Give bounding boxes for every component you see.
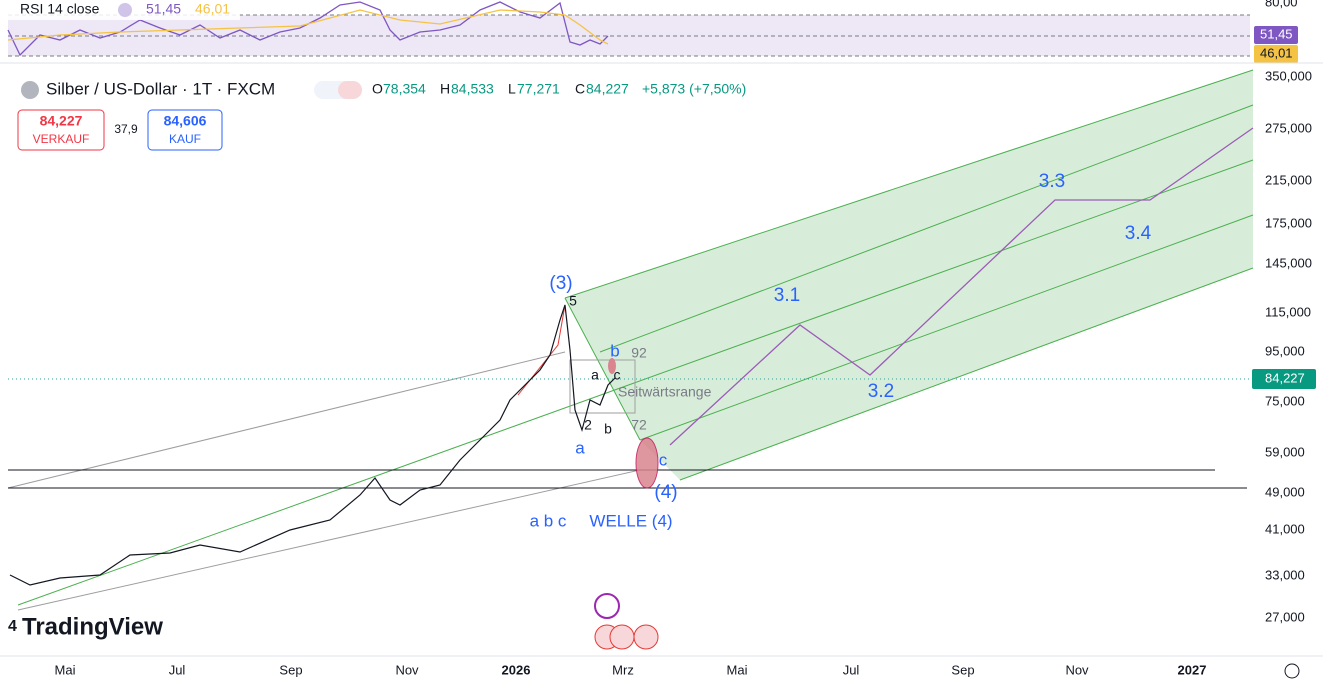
- wave-label: 2: [584, 417, 592, 433]
- price-axis-label: 175,000: [1265, 215, 1312, 230]
- wave-label: b: [604, 421, 612, 437]
- wave-label: 5: [569, 293, 577, 309]
- wave-label: b: [610, 341, 619, 360]
- rsi-band: [8, 15, 1250, 56]
- wave-label: a: [591, 367, 599, 383]
- time-axis-label: Mrz: [612, 662, 634, 677]
- channel-line: [639, 214, 1254, 441]
- wave-label: c: [614, 367, 621, 383]
- wave-label: a: [575, 438, 585, 457]
- wave-label: 3.3: [1039, 171, 1065, 192]
- buy-label[interactable]: KAUF: [169, 132, 201, 146]
- symbol-icon: [21, 81, 39, 99]
- toggle-knob[interactable]: [338, 81, 362, 99]
- symbol: Silber / US-Dollar · 1T · FXCM: [46, 79, 275, 98]
- spread: 37,9: [114, 122, 138, 136]
- range-label: Seitwärtsrange: [618, 384, 712, 400]
- rsi-label: RSI 14 close: [20, 1, 100, 17]
- wave-label: 4: [8, 618, 17, 635]
- trend-line: [17, 469, 641, 611]
- price-axis-label: 115,000: [1265, 304, 1311, 319]
- price-axis-label: 27,000: [1265, 609, 1305, 624]
- wave-label: c: [659, 450, 668, 469]
- logo: TradingView: [22, 613, 163, 640]
- time-axis-label: Nov: [395, 662, 419, 677]
- price-axis-label: 49,000: [1265, 484, 1305, 499]
- current-price: 84,227: [1265, 370, 1305, 385]
- price-axis-label: 275,000: [1265, 120, 1312, 135]
- rsi-value-tag-text: 51,45: [1260, 26, 1293, 41]
- ohlc-value: 77,271: [517, 81, 560, 97]
- time-axis-label: Jul: [843, 662, 860, 677]
- buy-button[interactable]: [147, 109, 223, 151]
- price-axis-label: 41,000: [1265, 521, 1305, 536]
- wave-label: 3.4: [1125, 223, 1152, 244]
- rsi-average: 46,01: [195, 1, 230, 17]
- target-zone: [635, 437, 659, 489]
- event-icon[interactable]: [633, 624, 659, 650]
- marker-zone: [608, 358, 616, 374]
- range-label: 92: [631, 345, 647, 361]
- ohlc-label: C: [575, 81, 585, 97]
- time-axis-label: Mai: [727, 662, 748, 677]
- sell-button[interactable]: [17, 109, 105, 151]
- event-icon[interactable]: [594, 593, 620, 619]
- time-axis-label: 2027: [1178, 662, 1207, 677]
- rsi-value: 51,45: [146, 1, 181, 17]
- rsi-axis-label: 80,00: [1265, 0, 1298, 9]
- wave-label: 3.1: [774, 285, 800, 306]
- time-axis-label: Sep: [951, 662, 974, 677]
- sell-label[interactable]: VERKAUF: [33, 132, 90, 146]
- wave-label: WELLE (4): [589, 511, 672, 530]
- channel-fill: [565, 70, 1253, 480]
- channel-line: [564, 297, 641, 441]
- time-axis-label: Nov: [1065, 662, 1089, 677]
- price-axis-label: 59,000: [1265, 444, 1305, 459]
- price-axis-label: 33,000: [1265, 567, 1305, 582]
- price-axis-label: 95,000: [1265, 343, 1305, 358]
- time-axis-label: Mai: [55, 662, 76, 677]
- event-icon[interactable]: [609, 624, 635, 650]
- ohlc-label: L: [508, 81, 516, 97]
- range-box: [569, 359, 636, 414]
- time-axis-label: Jul: [169, 662, 186, 677]
- ohlc-value: 78,354: [383, 81, 426, 97]
- wave-line: [517, 304, 566, 396]
- legend-bg: [8, 76, 768, 104]
- range-label: 72: [631, 417, 647, 433]
- channel-line: [679, 267, 1254, 481]
- ohlc-label: O: [372, 81, 383, 97]
- wave-label: 3.2: [868, 381, 894, 402]
- buy-price[interactable]: 84,606: [164, 113, 207, 129]
- price-axis-label: 145,000: [1265, 255, 1312, 270]
- rsi-value-tag: [1254, 26, 1298, 44]
- ohlc-value: 84,533: [451, 81, 494, 97]
- price-axis-label: 350,000: [1265, 68, 1312, 83]
- time-axis-label: 2026: [502, 662, 531, 677]
- price-trace: [9, 304, 616, 586]
- time-axis-label: Sep: [279, 662, 302, 677]
- settings-icon[interactable]: [1284, 663, 1300, 679]
- wave-label: a b c: [530, 511, 567, 530]
- price-axis-label: 75,000: [1265, 393, 1305, 408]
- channel-line: [599, 104, 1254, 353]
- current-price-tag: [1252, 369, 1316, 389]
- wave-label: (3): [549, 273, 572, 294]
- projection-path: [669, 127, 1254, 446]
- ohlc-label: H: [440, 81, 450, 97]
- rsi-icon[interactable]: [118, 3, 132, 17]
- change: +5,873 (+7,50%): [642, 81, 746, 97]
- rsi-average-tag-text: 46,01: [1260, 45, 1293, 60]
- sell-price[interactable]: 84,227: [40, 113, 83, 129]
- trend-line: [7, 351, 566, 489]
- ohlc-value: 84,227: [586, 81, 629, 97]
- rsi-ma: [7, 9, 609, 45]
- wave-label: (4): [654, 482, 677, 503]
- price-axis-label: 215,000: [1265, 172, 1312, 187]
- rsi-average-tag: [1254, 45, 1298, 63]
- channel-line: [564, 69, 1254, 299]
